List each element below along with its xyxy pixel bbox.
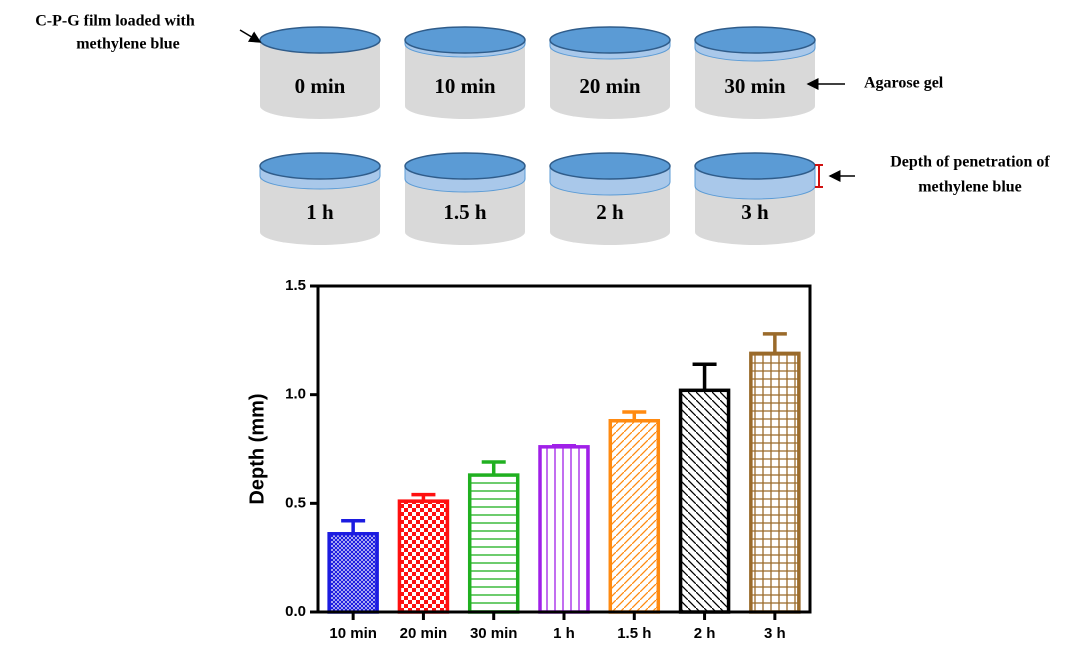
bar	[610, 421, 658, 612]
x-tick-label: 3 h	[764, 625, 786, 642]
gel-label: Agarose gel	[864, 75, 944, 92]
bar	[681, 390, 729, 612]
cylinder: 0 min	[260, 27, 380, 119]
film	[550, 27, 670, 53]
cylinder-label: 3 h	[741, 200, 769, 224]
cylinder: 2 h	[550, 153, 670, 245]
film	[695, 27, 815, 53]
x-tick-label: 1 h	[553, 625, 575, 642]
y-tick-label: 1.0	[285, 386, 306, 403]
error-bar	[482, 462, 506, 475]
film	[260, 27, 380, 53]
bar	[751, 353, 799, 612]
bar	[329, 534, 377, 612]
cylinder-label: 20 min	[579, 74, 641, 98]
bar	[470, 475, 518, 612]
cylinder: 20 min	[550, 27, 670, 119]
x-tick-label: 2 h	[694, 625, 716, 642]
film	[405, 27, 525, 53]
cylinder-label: 1.5 h	[443, 200, 487, 224]
film	[405, 153, 525, 179]
depth-label: methylene blue	[918, 179, 1022, 196]
y-tick-label: 0.0	[285, 603, 306, 620]
cylinder: 1.5 h	[405, 153, 525, 245]
cylinder: 30 min	[695, 27, 815, 119]
y-tick-label: 0.5	[285, 494, 306, 511]
film-label: C-P-G film loaded with	[35, 13, 195, 30]
bar	[540, 447, 588, 612]
cylinder-label: 1 h	[306, 200, 334, 224]
figure: 0 min 10 min 20 min 30 min 1 h 1.5 h 2 h 3 h C-…	[0, 0, 1091, 653]
cylinder: 3 h	[695, 153, 815, 245]
film	[550, 153, 670, 179]
cylinder-label: 10 min	[434, 74, 496, 98]
error-bar	[693, 364, 717, 390]
x-tick-label: 30 min	[470, 625, 518, 642]
arrow	[240, 30, 260, 42]
error-bar	[763, 334, 787, 354]
cylinder-label: 0 min	[295, 74, 346, 98]
bar	[399, 501, 447, 612]
error-bar	[552, 446, 576, 447]
cylinder: 10 min	[405, 27, 525, 119]
cylinder-label: 2 h	[596, 200, 624, 224]
film	[260, 153, 380, 179]
cylinder-label: 30 min	[724, 74, 786, 98]
cylinder: 1 h	[260, 153, 380, 245]
x-tick-label: 10 min	[329, 625, 377, 642]
depth-label: Depth of penetration of	[890, 154, 1050, 171]
film-label: methylene blue	[76, 36, 180, 53]
error-bar	[341, 521, 365, 534]
film	[695, 153, 815, 179]
x-tick-label: 20 min	[400, 625, 448, 642]
y-axis-label: Depth (mm)	[246, 393, 268, 504]
x-tick-label: 1.5 h	[617, 625, 651, 642]
depth-marker	[815, 165, 823, 187]
y-tick-label: 1.5	[285, 277, 306, 294]
